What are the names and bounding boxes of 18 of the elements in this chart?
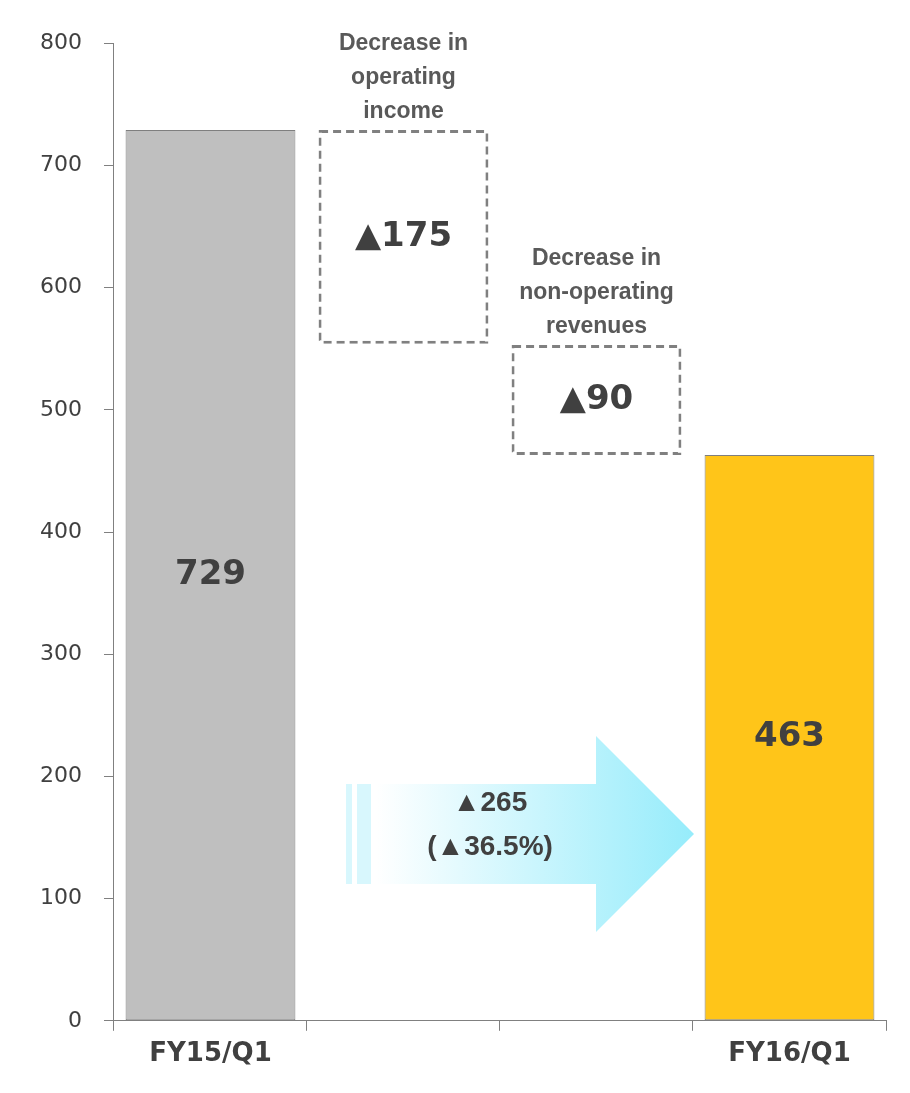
- y-tick-label: 700: [39, 151, 82, 177]
- data-label: 463: [754, 714, 825, 755]
- y-tick-label: 400: [39, 517, 82, 543]
- x-tick-label: FY15/Q1: [149, 1037, 272, 1068]
- y-tick-label: 0: [67, 1006, 82, 1032]
- y-tick-label: 500: [39, 395, 82, 421]
- y-tick-label: 200: [39, 762, 82, 788]
- y-tick-label: 100: [39, 884, 82, 910]
- data-label: ▲90: [559, 376, 634, 417]
- y-tick-label: 600: [39, 273, 82, 299]
- annotation: Decrease in operating income: [338, 28, 469, 123]
- x-tick-label: FY16/Q1: [728, 1037, 851, 1068]
- data-label: 729: [175, 551, 246, 592]
- y-tick-label: 300: [39, 639, 82, 665]
- annotation: ▲265 (▲36.5%): [427, 786, 553, 861]
- data-label: ▲175: [354, 213, 453, 254]
- y-tick-label: 800: [39, 28, 82, 54]
- annotation: Decrease in non-operating revenues: [519, 244, 674, 339]
